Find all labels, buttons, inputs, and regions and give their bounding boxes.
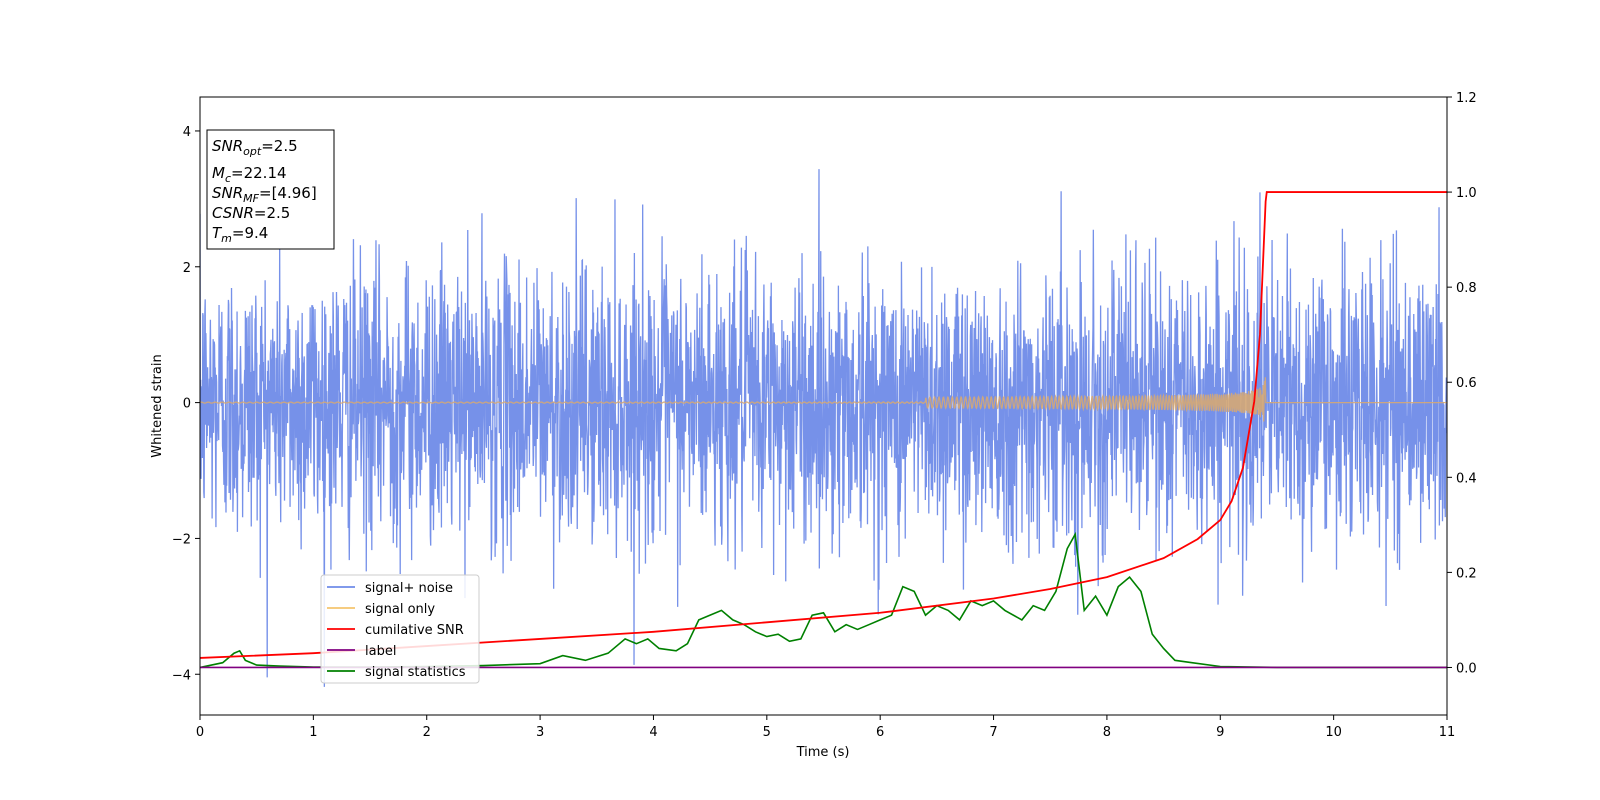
legend-label: signal+ noise [365,581,453,596]
x-tick-label: 5 [763,725,771,740]
y-tick-label-right: 0.4 [1456,471,1477,486]
y-tick-label-left: 0 [183,397,191,412]
annotation-line: Tm=9.4 [212,224,268,245]
y-tick-label-right: 0.8 [1456,281,1477,296]
x-tick-label: 6 [876,725,884,740]
legend-frame [320,574,480,684]
x-tick-label: 7 [989,725,997,740]
y-tick-label-left: −4 [172,668,191,683]
x-tick-label: 9 [1216,725,1224,740]
y-tick-label-right: 0.0 [1456,661,1477,676]
x-tick-label: 11 [1439,725,1456,740]
legend-label: label [365,644,396,659]
x-tick-label: 0 [196,725,204,740]
x-tick-label: 4 [649,725,657,740]
x-axis-label: Time (s) [796,745,850,760]
x-tick-label: 3 [536,725,544,740]
annotation-line: SNRMF=[4.96] [212,184,317,205]
legend-label: signal only [365,602,435,617]
y-tick-label-right: 1.2 [1456,91,1477,106]
legend: signal+ noise signal only cumilative SNR la… [320,574,480,684]
y-tick-label-right: 0.2 [1456,566,1477,581]
y-axis-left: −4 −2 0 2 4 [172,125,200,683]
y-tick-label-left: 2 [183,261,191,276]
series-line-signal-only [200,377,1447,422]
series-line-signal-noise [200,169,1447,687]
legend-label: cumilative SNR [365,623,464,638]
x-tick-label: 1 [309,725,317,740]
y-tick-label-left: −2 [172,532,191,547]
x-tick-label: 2 [423,725,431,740]
annotation-box-frame [206,129,335,250]
annotation-line: SNRopt=2.5 [212,137,298,158]
annotation-line: CSNR=2.5 [212,204,290,222]
x-axis: 0 1 2 3 4 5 6 7 8 9 10 11 [196,715,1455,740]
x-tick-label: 8 [1103,725,1111,740]
y-tick-label-right: 0.6 [1456,376,1477,391]
series-line-signal-statistics [200,531,1447,669]
plot-frame [199,96,1448,716]
legend-label: signal statistics [365,665,466,680]
x-tick-label: 10 [1325,725,1342,740]
y-tick-label-right: 1.0 [1456,186,1477,201]
y-tick-label-left: 4 [183,125,191,140]
series-line-cumilative-snr [200,191,1447,659]
y-axis-label: Whitened strain [150,354,165,457]
annotation-line: Mc=22.14 [212,164,287,185]
y-axis-right: 0.0 0.2 0.4 0.6 0.8 1.0 1.2 [1447,91,1477,676]
